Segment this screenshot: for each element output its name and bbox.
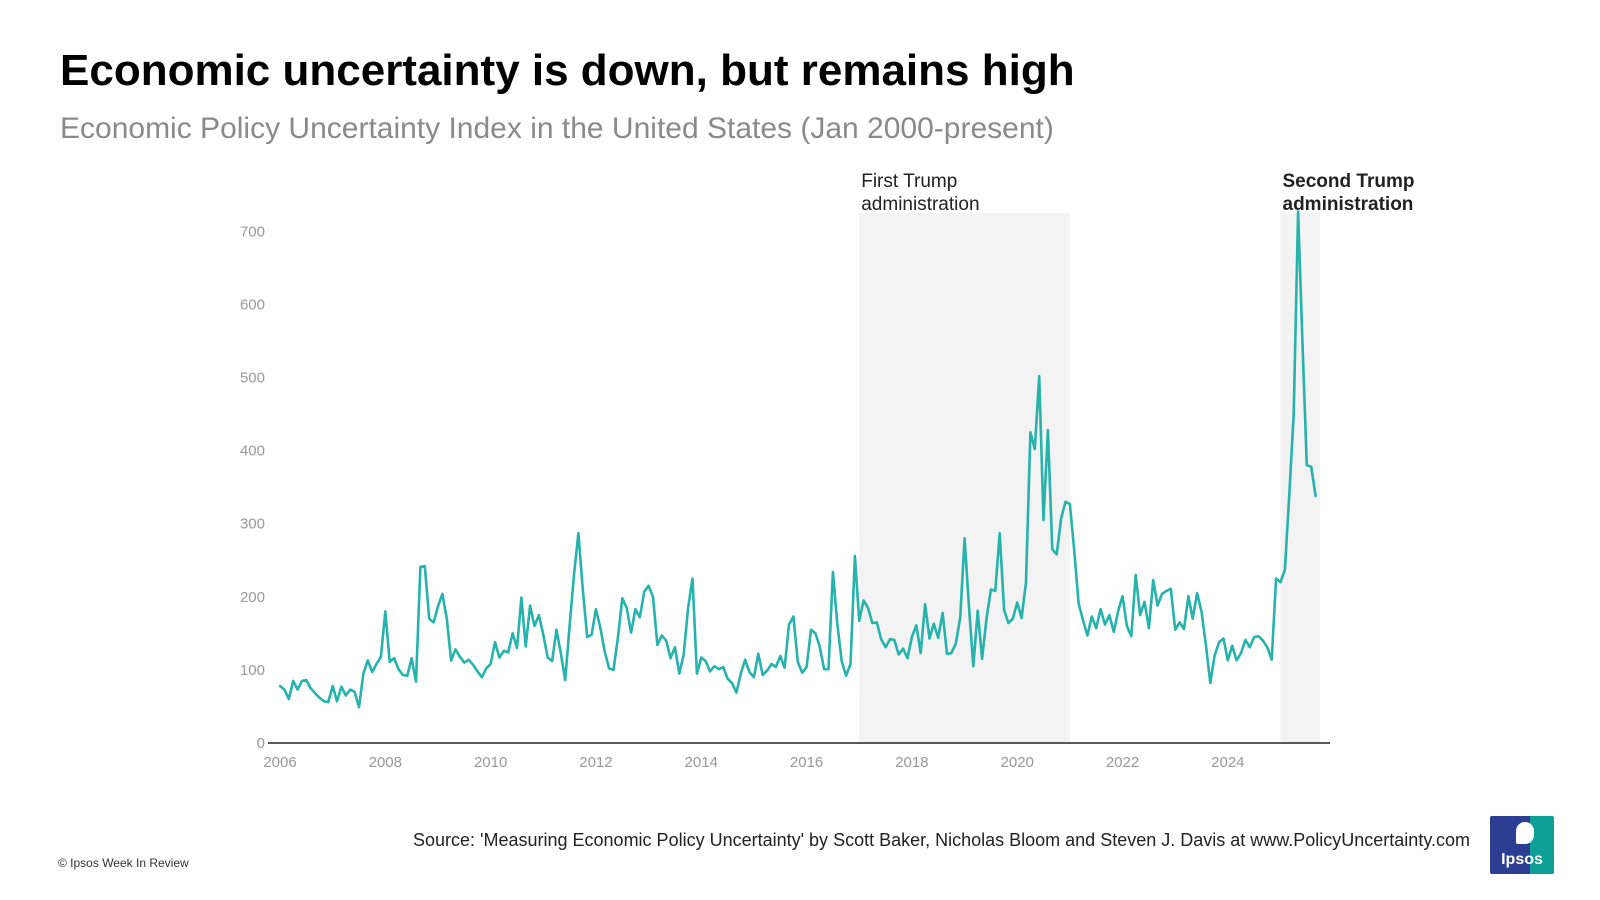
x-tick-label: 2012 [579, 754, 612, 771]
page-subtitle: Economic Policy Uncertainty Index in the… [60, 112, 1054, 145]
ipsos-logo: Ipsos [1490, 816, 1554, 874]
page-title: Economic uncertainty is down, but remain… [60, 46, 1075, 95]
x-tick-label: 2014 [685, 754, 718, 771]
x-tick-label: 2008 [369, 754, 402, 771]
y-tick-label: 700 [240, 223, 265, 240]
y-tick-label: 400 [240, 443, 265, 460]
source-note: Source: 'Measuring Economic Policy Uncer… [413, 830, 1470, 850]
x-tick-label: 2022 [1106, 754, 1139, 771]
x-tick-label: 2020 [1001, 754, 1034, 771]
administration-shade [859, 213, 1070, 743]
administration-label-line1: Second Trump [1283, 171, 1415, 192]
administration-label-line1: First Trump [861, 171, 957, 192]
y-tick-label: 100 [240, 662, 265, 679]
administration-label-line2: administration [1283, 194, 1414, 215]
y-tick-label: 600 [240, 296, 265, 313]
x-tick-label: 2018 [895, 754, 928, 771]
copyright-note: © Ipsos Week In Review [58, 856, 189, 870]
x-tick-label: 2010 [474, 754, 507, 771]
x-tick-label: 2024 [1211, 754, 1244, 771]
x-tick-label: 2016 [790, 754, 823, 771]
y-tick-label: 500 [240, 369, 265, 386]
x-tick-label: 2006 [263, 754, 296, 771]
y-tick-label: 300 [240, 516, 265, 533]
epu-series-line [278, 210, 1317, 709]
administration-label-line2: administration [861, 194, 979, 215]
y-tick-label: 0 [257, 735, 265, 752]
y-tick-label: 200 [240, 589, 265, 606]
